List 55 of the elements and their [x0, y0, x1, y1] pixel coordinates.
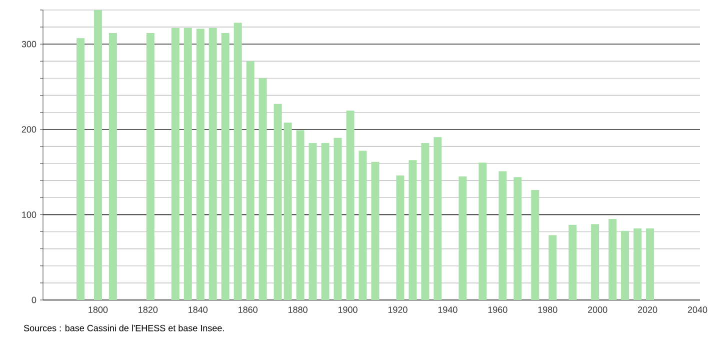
x-tick-label: 2040 — [688, 306, 708, 313]
bar — [514, 177, 522, 300]
bar — [308, 143, 317, 300]
y-tick-label: 200 — [22, 126, 36, 133]
bar — [171, 28, 180, 300]
bar — [184, 28, 192, 300]
x-tick-label: 1820 — [138, 306, 158, 313]
x-tick-label: 2020 — [638, 306, 658, 313]
bar — [358, 150, 367, 300]
y-tick-label: 100 — [22, 212, 36, 218]
bar — [146, 33, 154, 300]
bar — [568, 224, 577, 300]
bar — [346, 110, 354, 300]
bar — [258, 78, 267, 300]
bar — [531, 190, 540, 300]
x-tick-label: 1880 — [288, 306, 308, 313]
bar — [221, 33, 230, 300]
x-tick-label: 1840 — [188, 306, 208, 313]
bar — [478, 162, 487, 300]
bar — [646, 228, 654, 300]
x-tick-label: 1800 — [88, 306, 108, 313]
bar — [498, 171, 507, 300]
bar — [548, 235, 557, 300]
source-note: Sources : base Cassini de l'EHESS et base Insee. — [24, 324, 224, 332]
bar — [334, 138, 342, 300]
x-tick-label: 1960 — [488, 306, 508, 313]
bar — [196, 28, 204, 300]
bar — [591, 224, 600, 300]
bar — [434, 137, 442, 300]
bar — [396, 175, 404, 300]
x-tick-label: 1900 — [338, 306, 358, 313]
bar — [296, 130, 304, 300]
x-tick-label: 2000 — [588, 306, 608, 313]
bar — [108, 33, 117, 300]
x-tick-label: 1940 — [438, 306, 458, 313]
bar — [208, 28, 217, 300]
bar — [274, 104, 282, 300]
y-tick-label: 300 — [22, 40, 36, 48]
bar — [284, 122, 292, 300]
bar — [321, 143, 330, 300]
bar — [621, 230, 630, 300]
bar — [458, 176, 467, 300]
x-tick-label: 1920 — [388, 306, 408, 313]
bar — [234, 22, 242, 300]
bar — [421, 143, 430, 300]
bar — [371, 162, 380, 300]
x-tick-label: 1980 — [538, 306, 558, 313]
bar — [76, 38, 84, 300]
bar — [634, 228, 642, 300]
y-tick-label: 0 — [32, 296, 36, 304]
bar — [246, 61, 254, 300]
bar — [608, 218, 617, 300]
bar — [94, 10, 102, 300]
x-tick-label: 1860 — [238, 306, 258, 313]
bar — [408, 160, 417, 300]
